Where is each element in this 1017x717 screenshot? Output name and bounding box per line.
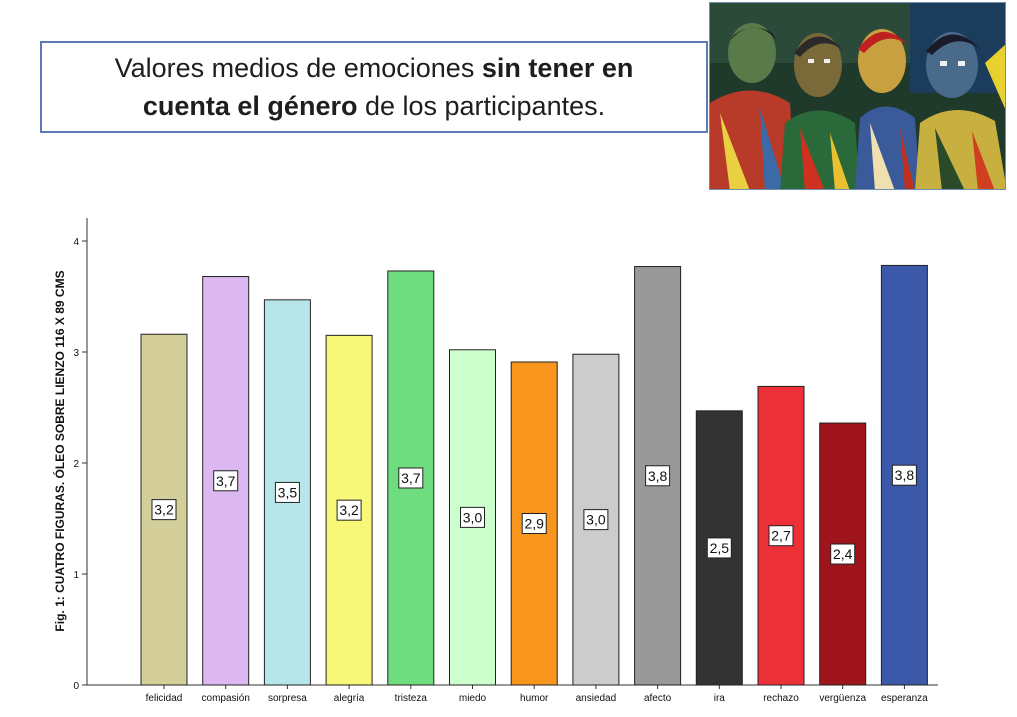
data-label-box: [460, 506, 485, 528]
x-tick-label: tristeza: [395, 693, 428, 704]
x-tick-label: ansiedad: [576, 693, 617, 704]
title-text-2: de los participantes.: [357, 91, 606, 121]
data-label-box: [336, 499, 362, 521]
data-label: 3,8: [648, 468, 668, 484]
data-label-box: [521, 512, 547, 534]
painting-four-figures-image: [709, 2, 1006, 190]
data-label: 3,0: [586, 512, 606, 528]
y-tick-label: 2: [73, 459, 79, 470]
data-label: 3,0: [463, 509, 483, 525]
slide-title: Valores medios de emociones sin tener en…: [40, 41, 708, 133]
x-tick-label: compasión: [202, 693, 250, 704]
data-label-box: [213, 470, 239, 492]
title-bold-1: sin tener en: [481, 53, 634, 83]
data-label-box: [706, 537, 732, 559]
data-label-box: [583, 509, 609, 531]
data-label: 3,7: [216, 473, 236, 489]
y-tick-label: 1: [73, 570, 79, 581]
x-tick-label: felicidad: [146, 693, 183, 704]
data-label-box: [830, 543, 856, 565]
data-label-box: [151, 499, 177, 521]
x-tick-label: afecto: [644, 693, 672, 704]
x-tick-label: vergüenza: [819, 693, 866, 704]
x-tick-label: esperanza: [881, 693, 928, 704]
x-tick-label: humor: [520, 693, 549, 704]
x-tick-label: miedo: [459, 693, 487, 704]
data-label-box: [645, 465, 671, 487]
chart-bars: 3,2 3,7 3,5 3,2 3,7 3,0 2,9 3,0 3,8 2,5 2,7 2,4 3,8: [140, 264, 928, 686]
title-bold-2: cuenta el género: [142, 91, 358, 121]
x-tick-label: sorpresa: [268, 693, 307, 704]
x-tick-label: ira: [714, 693, 726, 704]
data-label: 2,9: [524, 515, 544, 531]
title-text-1: Valores medios de emociones: [114, 53, 482, 83]
data-label: 2,4: [833, 546, 853, 562]
data-label-box: [891, 464, 917, 486]
data-label-box: [768, 525, 794, 547]
data-label: 3,5: [278, 484, 298, 500]
y-tick-label: 4: [73, 237, 79, 248]
data-label: 3,2: [339, 502, 359, 518]
data-label: 3,7: [401, 470, 421, 486]
data-label: 3,8: [895, 467, 915, 483]
data-label: 2,7: [771, 528, 791, 544]
x-tick-label: rechazo: [763, 693, 799, 704]
data-label-box: [274, 481, 300, 503]
y-axis-label: Fig. 1: CUATRO FIGURAS. ÓLEO SOBRE LIENZ…: [52, 270, 67, 631]
y-tick-label: 0: [73, 681, 79, 692]
data-label-box: [398, 467, 424, 489]
data-label: 3,2: [154, 502, 174, 518]
x-tick-label: alegría: [334, 693, 365, 704]
y-tick-label: 3: [73, 348, 79, 359]
data-label: 2,5: [710, 540, 730, 556]
